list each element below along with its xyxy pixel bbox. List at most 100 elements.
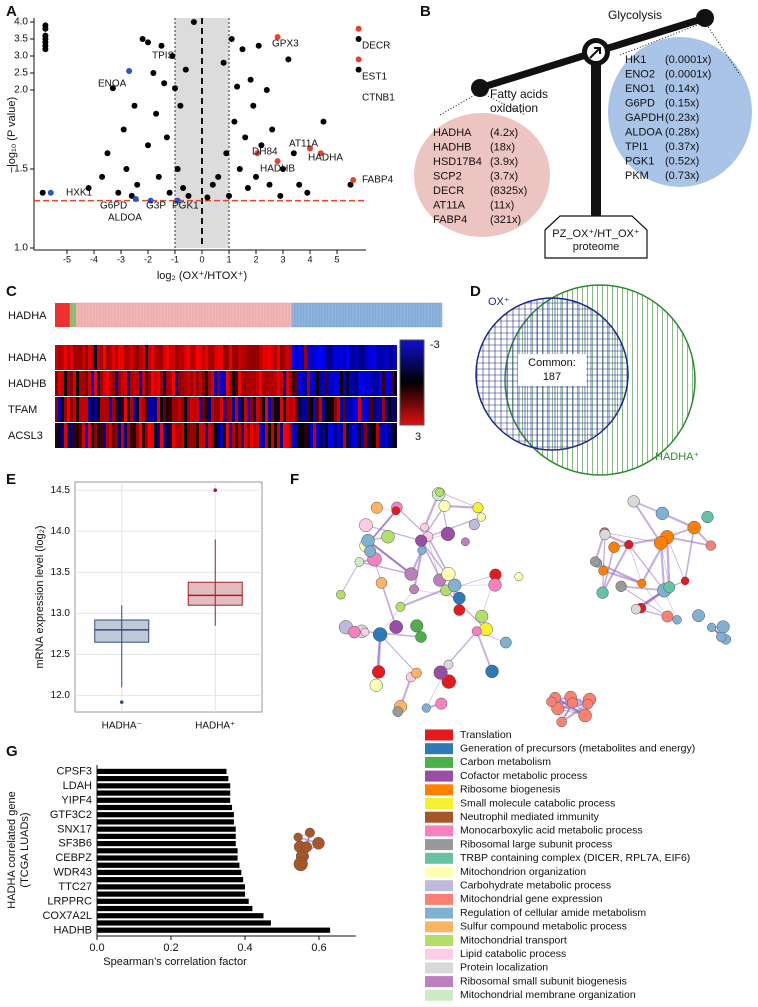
network-edge <box>475 630 493 672</box>
group-bar <box>219 302 224 328</box>
heatmap-cell <box>388 345 391 370</box>
heatmap-cell <box>295 345 298 370</box>
network-node <box>447 578 462 593</box>
group-bar <box>168 302 173 328</box>
heatmap-cell <box>235 371 238 396</box>
point-label: HADHB <box>260 164 295 175</box>
point <box>131 102 138 109</box>
heatmap-cell <box>370 371 373 396</box>
row-label: HADHA <box>8 352 47 364</box>
heatmap-cell <box>175 345 178 370</box>
network-node <box>566 697 578 709</box>
heatmap-cell <box>148 371 151 396</box>
heatmap-cell <box>346 345 349 370</box>
row-label: TFAM <box>8 404 37 416</box>
heatmap-cell <box>121 423 124 448</box>
heatmap-cell <box>247 371 250 396</box>
heatmap-cell <box>394 423 397 448</box>
heatmap-cell <box>124 345 127 370</box>
legend-swatch <box>425 743 453 755</box>
heatmap-cell <box>133 423 136 448</box>
heatmap-cell <box>319 371 322 396</box>
group-bar <box>69 302 74 328</box>
heatmap-cell <box>250 423 253 448</box>
heatmap-cell <box>199 345 202 370</box>
heatmap-cell <box>388 397 391 422</box>
network-node <box>479 622 493 637</box>
heatmap-cell <box>118 397 121 422</box>
heatmap-cell <box>364 397 367 422</box>
legend-label: Generation of precursors (metabolites an… <box>460 742 695 754</box>
heatmap-cell <box>391 423 394 448</box>
heatmap-cell <box>355 371 358 396</box>
point <box>153 110 160 117</box>
gene: HK1 <box>625 54 646 66</box>
group-bar <box>420 302 425 328</box>
heatmap-cell <box>292 371 295 396</box>
heatmap-cell <box>247 397 250 422</box>
group-bar <box>246 302 251 328</box>
group-bar <box>240 302 245 328</box>
network-node <box>655 506 669 520</box>
network-node <box>499 636 512 649</box>
gene: GAPDH <box>625 112 664 124</box>
heatmap-cell <box>85 371 88 396</box>
network-node <box>415 631 427 643</box>
network-node <box>608 541 620 553</box>
heatmap-cell <box>277 345 280 370</box>
heatmap-cell <box>298 423 301 448</box>
network-edge <box>379 589 415 635</box>
heatmap-cell <box>97 371 100 396</box>
point <box>269 126 276 133</box>
network-node <box>582 698 594 710</box>
point <box>145 142 151 149</box>
group-bar <box>360 302 365 328</box>
group-bar <box>393 302 398 328</box>
heatmap-cell <box>289 423 292 448</box>
point <box>115 189 122 196</box>
heatmap-cell <box>385 345 388 370</box>
heatmap-cell <box>193 423 196 448</box>
heatmap-cell <box>70 423 73 448</box>
group-bar <box>261 302 266 328</box>
bar <box>97 920 271 926</box>
point <box>355 25 362 32</box>
heatmap-cell <box>382 371 385 396</box>
network-edge <box>628 544 665 591</box>
network-node <box>417 545 427 555</box>
panel-label: D <box>470 283 481 300</box>
network-node <box>680 576 690 586</box>
network-node <box>692 609 705 623</box>
group-bar <box>252 302 257 328</box>
point <box>285 56 292 63</box>
heatmap-cell <box>94 423 97 448</box>
heatmap-cell <box>217 371 220 396</box>
group-bar <box>174 302 179 328</box>
base-label: PZ_OX⁺/HT_OX⁺ <box>552 228 640 240</box>
heatmap-cell <box>301 371 304 396</box>
y-tick-label: CPSF3 <box>57 766 92 778</box>
y-tick-label: COX7A2L <box>42 910 92 922</box>
heatmap-cell <box>109 371 112 396</box>
heatmap-cell <box>208 397 211 422</box>
group-bar <box>279 302 284 328</box>
point <box>355 56 362 63</box>
legend-swatch <box>425 756 453 768</box>
bar <box>97 855 238 861</box>
bar <box>97 797 231 803</box>
heatmap-cell <box>364 345 367 370</box>
heatmap-cell <box>127 397 130 422</box>
heatmap-cell <box>271 423 274 448</box>
y-tick-label: 14.0 <box>51 526 71 537</box>
group-bar <box>411 302 416 328</box>
group-bar <box>378 302 383 328</box>
group-bar <box>165 302 170 328</box>
group-title: Glycolysis <box>608 8 662 22</box>
legend-swatch <box>425 976 453 988</box>
gene: TPI1 <box>625 141 648 153</box>
heatmap-cell <box>181 423 184 448</box>
heatmap-cell <box>151 371 154 396</box>
panel-label: A <box>6 3 17 20</box>
heatmap-cell <box>223 397 226 422</box>
group-bar <box>141 302 146 328</box>
